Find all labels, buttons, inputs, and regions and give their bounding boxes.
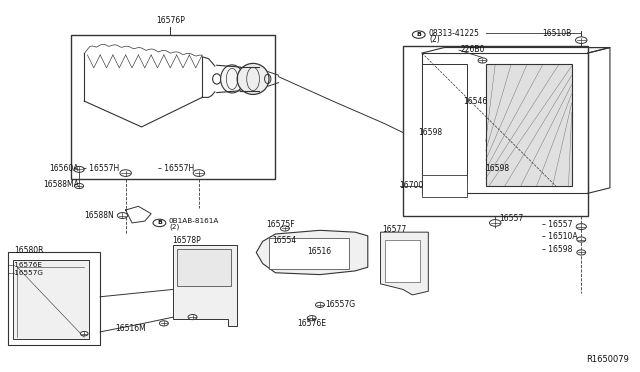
Circle shape — [280, 226, 289, 231]
Text: 16516: 16516 — [307, 247, 332, 256]
Circle shape — [120, 170, 131, 176]
Text: 16557: 16557 — [500, 214, 524, 223]
Bar — [8, 253, 100, 345]
Text: 0B1AB-8161A: 0B1AB-8161A — [168, 218, 219, 224]
Ellipse shape — [221, 65, 244, 93]
Circle shape — [577, 250, 586, 255]
Circle shape — [576, 224, 586, 230]
Circle shape — [75, 183, 84, 189]
Bar — [422, 64, 467, 179]
Circle shape — [193, 170, 205, 176]
Polygon shape — [256, 230, 368, 275]
Circle shape — [577, 237, 586, 242]
Text: 16510B: 16510B — [541, 29, 571, 38]
Text: 16560A: 16560A — [49, 164, 79, 173]
Text: 16580R: 16580R — [14, 246, 44, 255]
Polygon shape — [381, 232, 428, 295]
Circle shape — [188, 314, 197, 320]
Bar — [72, 35, 275, 179]
Text: – 16557H: – 16557H — [157, 164, 194, 173]
Circle shape — [81, 331, 88, 336]
Text: – 16557: – 16557 — [541, 220, 572, 229]
Circle shape — [159, 321, 168, 326]
Text: – 16598: – 16598 — [541, 245, 572, 254]
Bar — [422, 175, 467, 197]
Bar — [177, 249, 231, 286]
Text: 16578P: 16578P — [172, 236, 201, 245]
Text: R1650079: R1650079 — [586, 355, 629, 364]
Circle shape — [575, 37, 587, 44]
Text: 226B0: 226B0 — [460, 45, 484, 54]
Text: 16575F: 16575F — [266, 220, 294, 229]
Text: 16516M: 16516M — [115, 324, 145, 333]
Text: 08313-41225: 08313-41225 — [428, 29, 479, 38]
Text: – 16557H: – 16557H — [83, 164, 119, 173]
Bar — [269, 238, 349, 269]
Bar — [403, 46, 588, 215]
Circle shape — [490, 219, 501, 226]
Text: 16546: 16546 — [463, 97, 487, 106]
Text: (2): (2) — [429, 35, 440, 44]
Text: 16576P: 16576P — [156, 16, 185, 25]
Text: 16598: 16598 — [486, 164, 510, 173]
Text: 16577: 16577 — [383, 225, 406, 234]
Text: —16576E: —16576E — [8, 262, 43, 268]
Text: 16700: 16700 — [399, 182, 424, 190]
Ellipse shape — [237, 63, 269, 94]
Polygon shape — [173, 245, 237, 326]
Circle shape — [316, 302, 324, 308]
Text: 16588N: 16588N — [84, 211, 114, 220]
Bar — [385, 240, 420, 282]
Circle shape — [74, 166, 84, 172]
Text: 16554: 16554 — [272, 236, 296, 245]
Text: —16557G: —16557G — [8, 270, 44, 276]
Circle shape — [307, 315, 316, 321]
Bar — [486, 64, 572, 186]
Text: B: B — [157, 221, 162, 225]
Text: 16598: 16598 — [418, 128, 442, 137]
Text: 16576E: 16576E — [297, 319, 326, 328]
Bar — [13, 260, 90, 339]
Text: 16588MA: 16588MA — [43, 180, 79, 189]
Text: B: B — [417, 32, 421, 37]
Text: 16557G: 16557G — [325, 300, 355, 310]
Text: – 16510A: – 16510A — [541, 232, 577, 241]
Text: (2): (2) — [170, 224, 180, 230]
Circle shape — [478, 58, 487, 63]
Circle shape — [117, 212, 127, 218]
